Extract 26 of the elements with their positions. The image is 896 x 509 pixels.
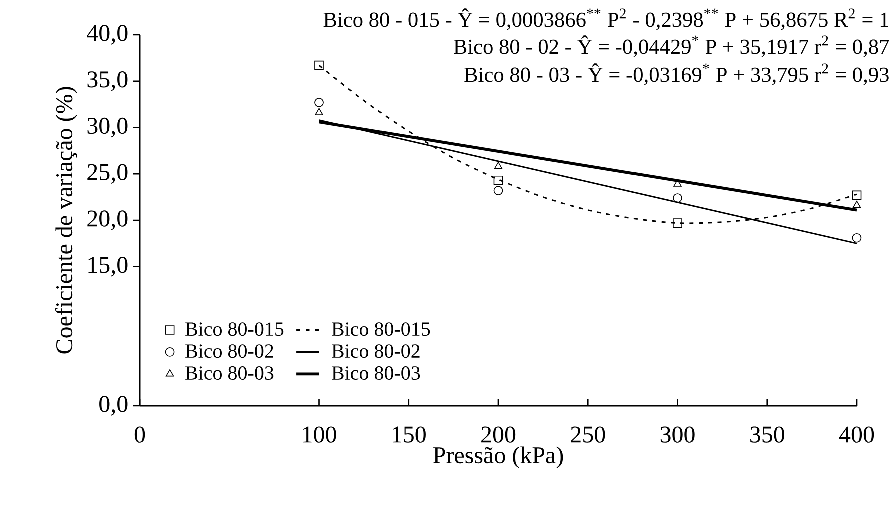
x-tick-label: 250 (571, 426, 606, 443)
legend-label: Bico 80-015 (186, 322, 284, 336)
x-tick-label: 100 (303, 426, 336, 443)
legend-label: Bico 80-015 (332, 322, 430, 336)
x-tick-label: 200 (482, 426, 516, 443)
y-tick-label: 40,0 (87, 25, 128, 45)
legend-label: Bico 80-03 (332, 366, 420, 380)
legend-label: Bico 80-03 (186, 366, 274, 380)
y-tick-label: 15,0 (88, 257, 128, 277)
legend-label: Bico 80-02 (332, 344, 420, 358)
text: Bico 80 - 015 - Ŷ = 0,0003866$^{**}$ P$^{2}$ - 0,2398$^{**}$ P + 56,8675 R$^{2}$ = 1 (324, 8, 888, 30)
y-tick-label: 25,0 (88, 164, 128, 184)
x-tick-label: 150 (392, 426, 426, 443)
y-tick-label: 35,0 (88, 72, 128, 92)
legend-label: Bico 80-02 (186, 344, 274, 358)
y-axis-title: Coeficiente de variação (%) (55, 87, 78, 354)
annotation: Bico 80 - 03 - Ŷ = -0,03169$^{*}$ P + 33,795 r$^{2}$ = 0,93 (464, 64, 889, 86)
y-tick-label: 30,0 (88, 118, 128, 138)
x-tick-label: 300 (660, 426, 695, 443)
x-tick-label: 0 (134, 426, 146, 443)
annotation: Bico 80 - 02 - Ŷ = -0,04429$^{*}$ P + 35,1917 r$^{2}$ = 0,87 (454, 36, 890, 58)
y-tick-label: 0,0 (100, 396, 128, 416)
x-axis-title: Pressão (kPa) (434, 446, 564, 468)
y-tick-label: 20,0 (88, 210, 128, 230)
x-tick-label: 400 (839, 426, 874, 443)
x-tick-label: 350 (750, 426, 784, 443)
